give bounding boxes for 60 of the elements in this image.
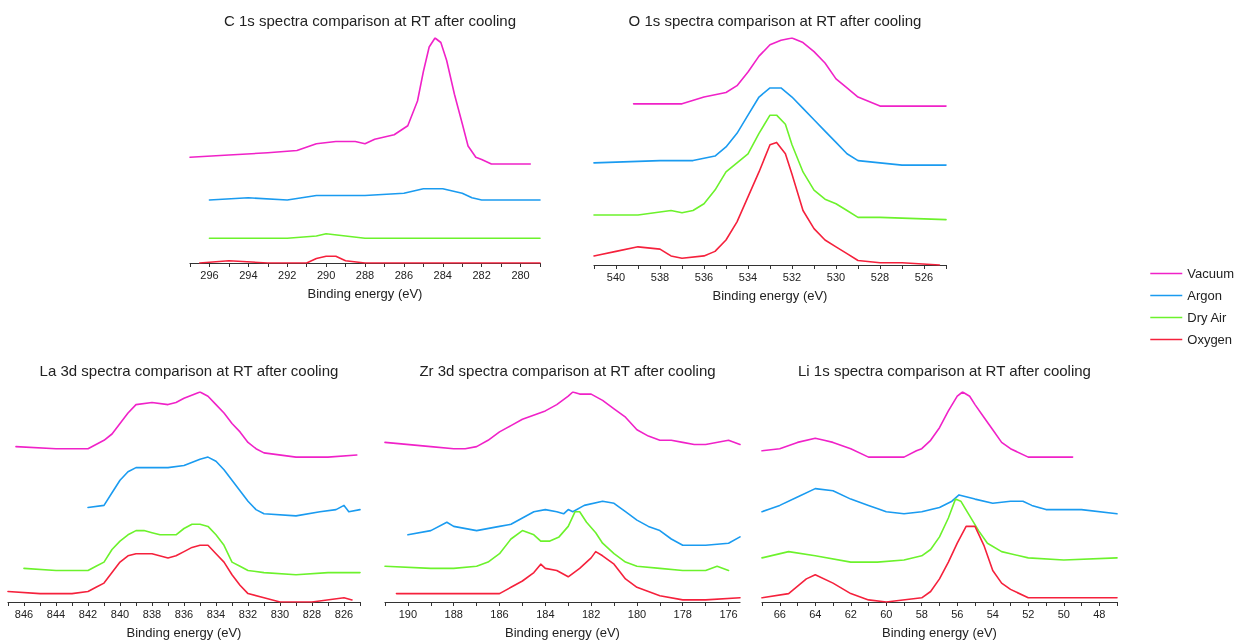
- x-tick-label: 830: [270, 607, 290, 620]
- x-tick-label: 294: [239, 268, 258, 281]
- x-tick-label: 826: [334, 607, 354, 620]
- x-tick-label: 52: [1022, 607, 1035, 620]
- x-axis-title: Binding energy (eV): [307, 286, 423, 301]
- x-tick-label: 188: [444, 607, 463, 620]
- x-tick-label: 292: [278, 268, 297, 281]
- x-tick-label: 56: [951, 607, 964, 620]
- legend-label: Argon: [1187, 288, 1222, 303]
- x-axis-title: Binding energy (eV): [712, 288, 828, 303]
- x-tick-label: 832: [238, 607, 258, 620]
- x-tick-label: 286: [394, 268, 414, 281]
- x-tick-label: 534: [738, 270, 758, 283]
- x-tick-label: 532: [782, 270, 802, 283]
- legend-label: Vacuum: [1187, 266, 1235, 281]
- x-tick-label: 184: [536, 607, 555, 620]
- x-tick-label: 180: [627, 607, 647, 620]
- legend-label: Dry Air: [1187, 310, 1227, 325]
- x-tick-label: 288: [355, 268, 375, 281]
- x-tick-label: 64: [809, 607, 822, 620]
- x-tick-label: 48: [1093, 607, 1106, 620]
- x-tick-label: 840: [110, 607, 130, 620]
- x-tick-label: 846: [14, 607, 34, 620]
- x-tick-label: 536: [694, 270, 714, 283]
- x-axis-title: Binding energy (eV): [882, 625, 997, 640]
- x-tick-label: 54: [986, 607, 999, 620]
- x-tick-label: 190: [398, 607, 418, 620]
- x-tick-label: 176: [719, 607, 738, 620]
- chart-title: Li 1s spectra comparison at RT after cooling: [798, 362, 1091, 379]
- x-tick-label: 182: [581, 607, 601, 620]
- x-axis-title: Binding energy (eV): [505, 625, 620, 640]
- x-tick-label: 844: [46, 607, 66, 620]
- chart-title: C 1s spectra comparison at RT after cooling: [223, 12, 517, 29]
- chart-title: La 3d spectra comparison at RT after cooling: [39, 362, 339, 379]
- x-tick-label: 58: [915, 607, 928, 620]
- x-tick-label: 530: [826, 270, 846, 283]
- x-tick-label: 290: [316, 268, 336, 281]
- x-tick-label: 282: [472, 268, 491, 281]
- x-tick-label: 280: [511, 268, 530, 281]
- legend-label: Oxygen: [1187, 332, 1233, 347]
- x-tick-label: 528: [870, 270, 890, 283]
- x-tick-label: 538: [650, 270, 670, 283]
- x-tick-label: 842: [78, 607, 98, 620]
- x-axis-title: Binding energy (eV): [126, 625, 242, 640]
- chart-title: Zr 3d spectra comparison at RT after cooling: [419, 362, 716, 379]
- x-tick-label: 834: [206, 607, 226, 620]
- x-tick-label: 186: [490, 607, 509, 620]
- x-tick-label: 284: [433, 268, 452, 281]
- x-tick-label: 62: [844, 607, 857, 620]
- x-tick-label: 836: [174, 607, 194, 620]
- x-tick-label: 50: [1057, 607, 1070, 620]
- x-tick-label: 66: [773, 607, 786, 620]
- x-tick-label: 526: [914, 270, 934, 283]
- x-tick-label: 296: [200, 268, 219, 281]
- x-tick-label: 540: [606, 270, 626, 283]
- x-tick-label: 60: [880, 607, 893, 620]
- x-tick-label: 838: [142, 607, 162, 620]
- x-tick-label: 178: [673, 607, 692, 620]
- chart-title: O 1s spectra comparison at RT after cooling: [628, 12, 922, 29]
- x-tick-label: 828: [302, 607, 322, 620]
